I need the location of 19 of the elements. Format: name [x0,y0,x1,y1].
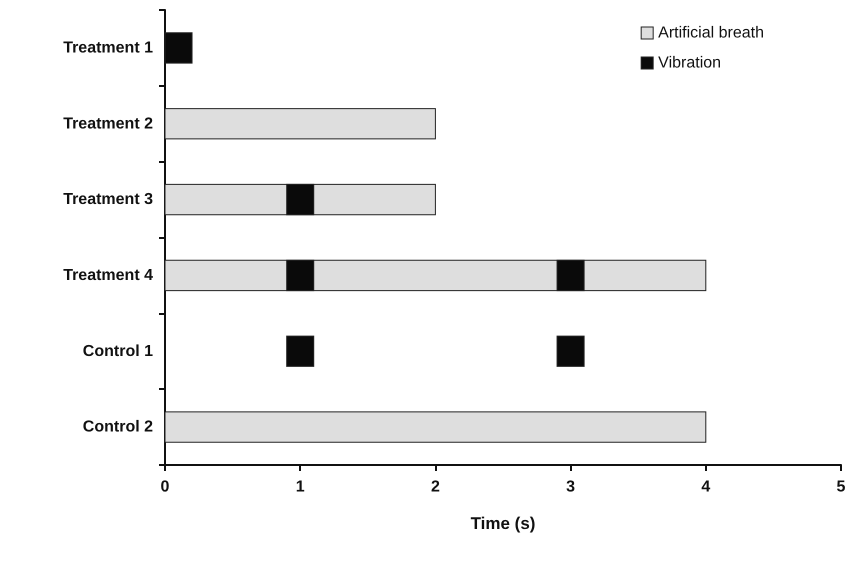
x-tick-label: 0 [160,478,170,496]
x-tick-label: 5 [836,478,846,496]
legend-label: Artificial breath [658,24,764,42]
x-tick-label: 2 [430,478,440,496]
y-tick-label: Treatment 1 [63,39,154,56]
bar [164,411,706,443]
y-tick-label: Treatment 3 [63,191,154,208]
bar [164,108,436,140]
x-tick-label: 3 [566,478,576,496]
y-tick-label: Treatment 4 [63,266,154,284]
bar [286,336,314,367]
x-tick-label: 4 [701,478,710,496]
y-tick-label: Control 2 [82,418,154,436]
bar [556,336,585,367]
x-tick-label: 1 [296,478,305,496]
x-axis-title: Time (s) [470,514,536,533]
y-tick-label: Treatment 2 [63,115,154,132]
y-tick-label: Control 1 [82,342,154,360]
legend-label: Vibration [658,54,722,72]
